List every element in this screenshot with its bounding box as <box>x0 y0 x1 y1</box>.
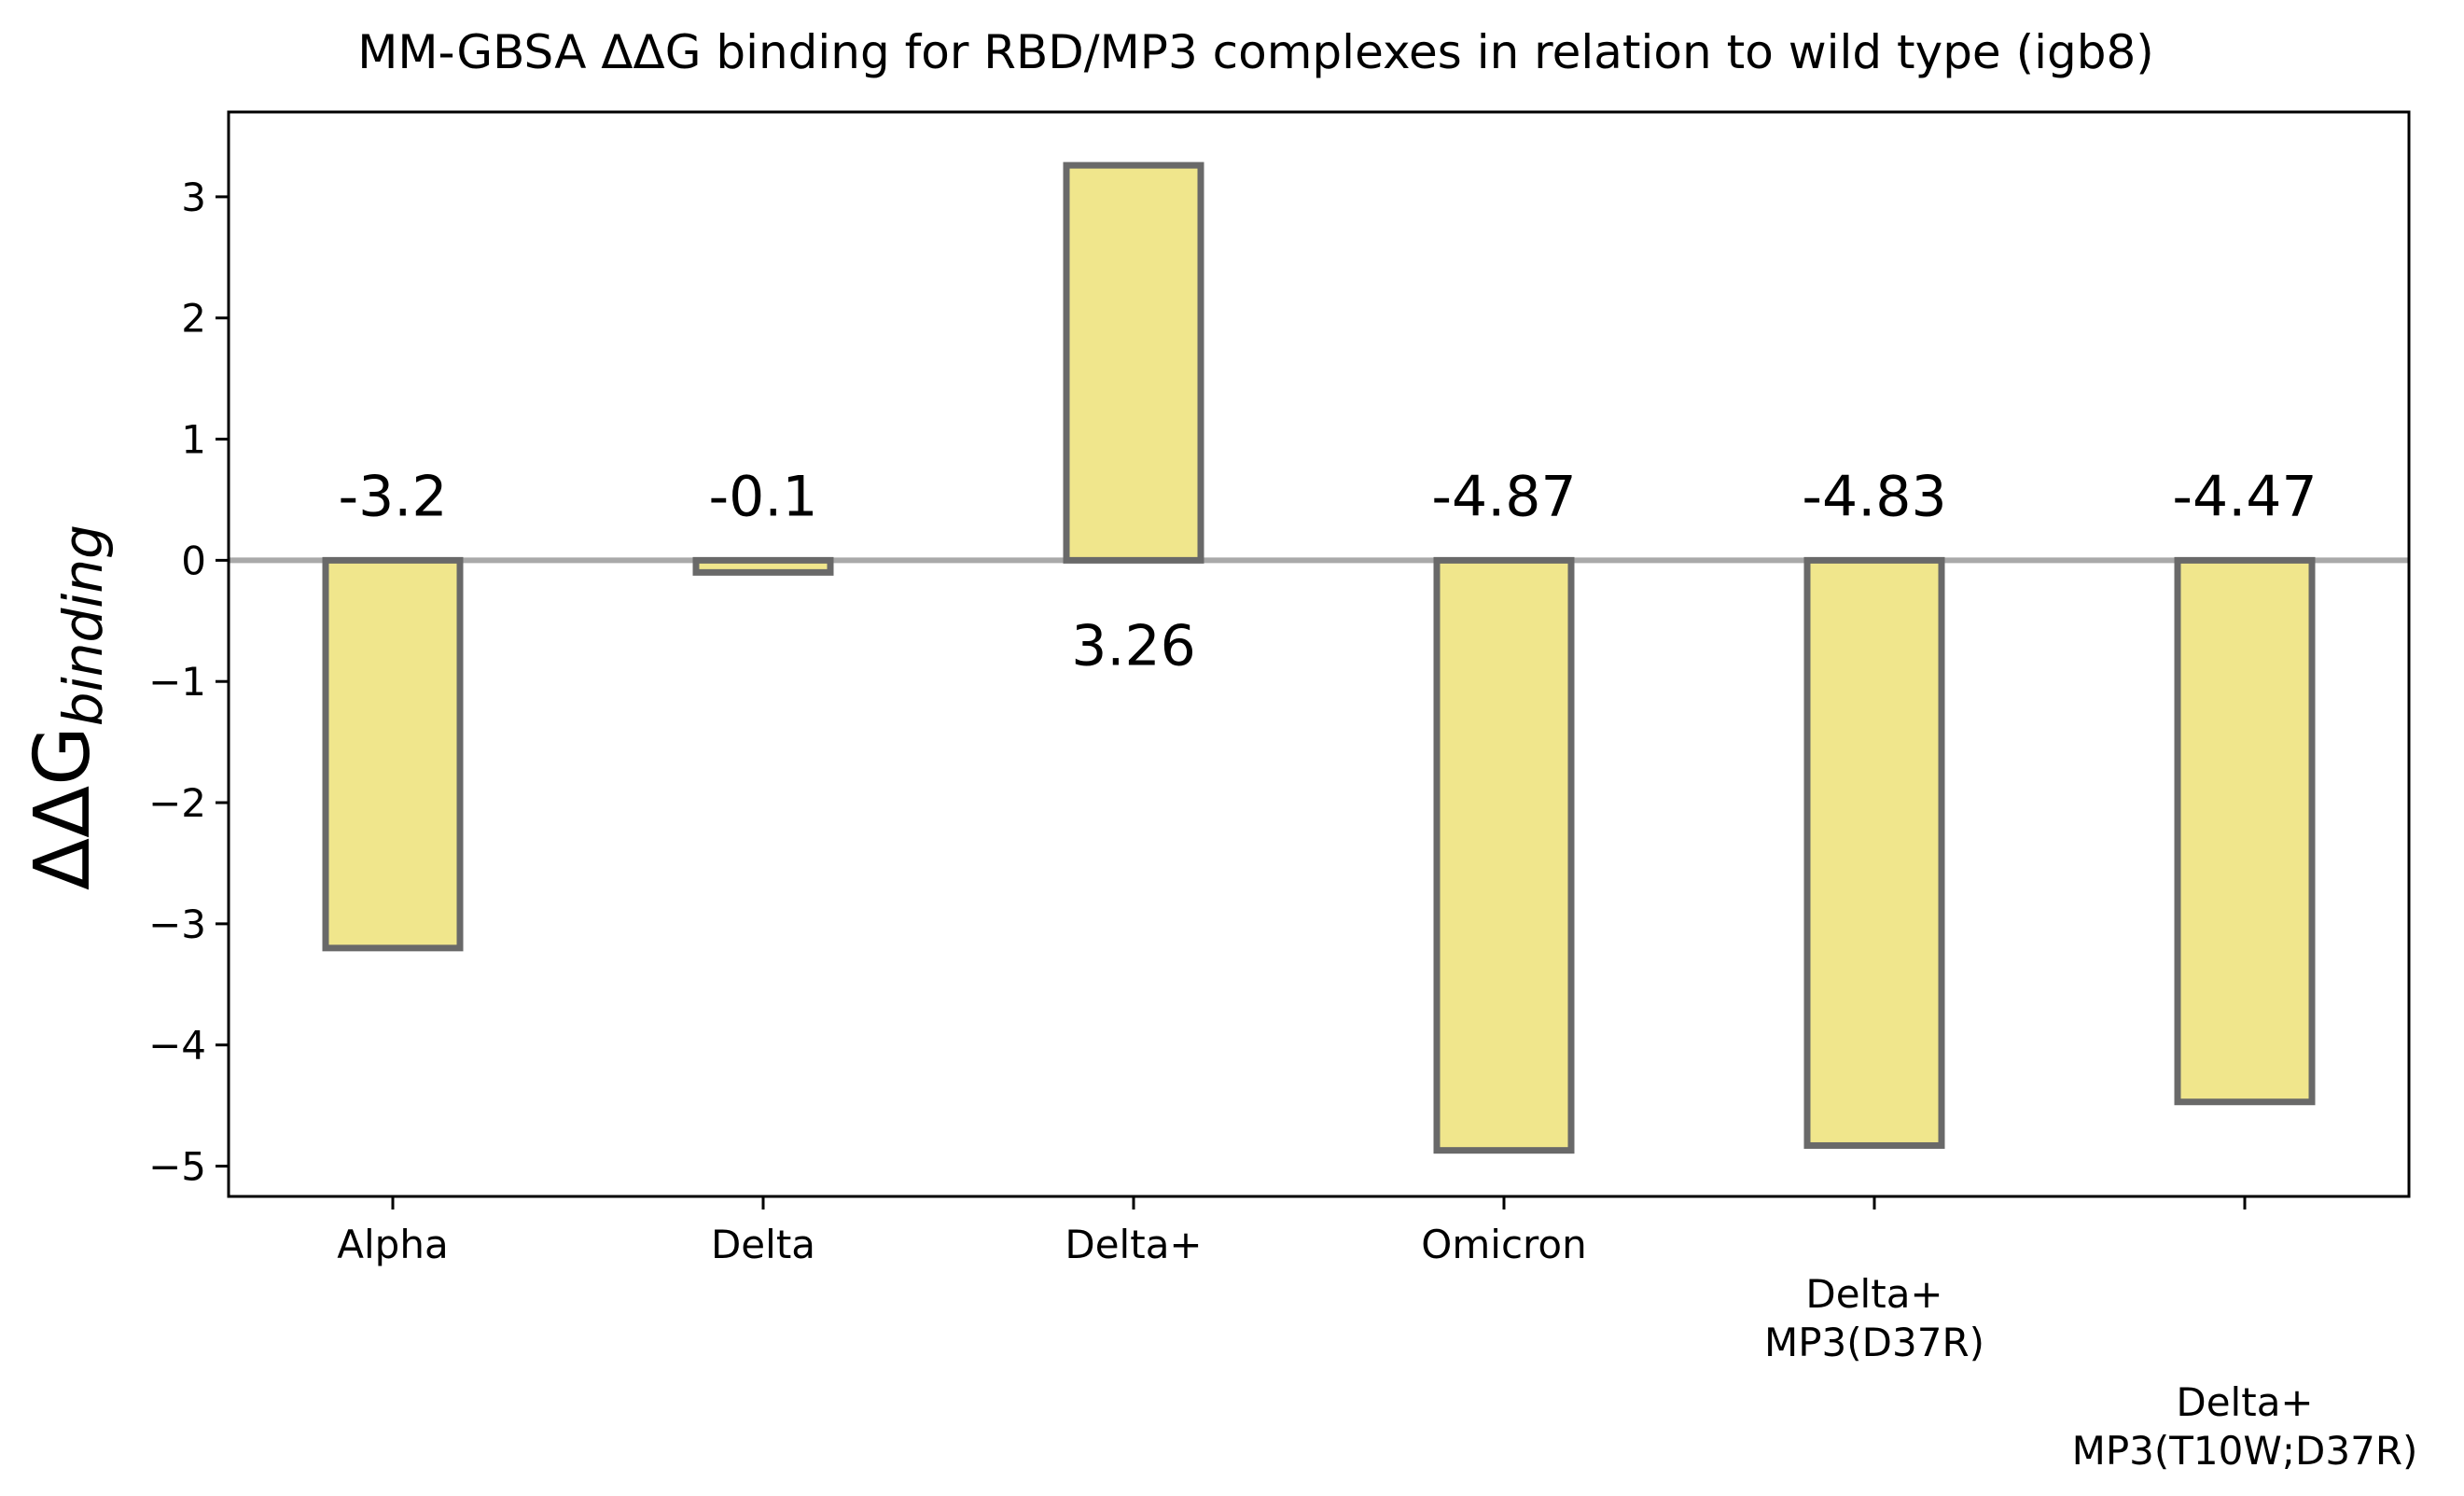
x-tick-label-5: Delta+ MP3(D37R) <box>1764 1271 1984 1365</box>
x-tick-label-line: MP3(D37R) <box>1764 1320 1984 1365</box>
bar-5 <box>1803 556 1945 1149</box>
bar-1 <box>322 556 464 952</box>
plot-area: -3.2 -0.1 3.26 -4.87 -4.83 -4.47 −5 −4 −3 −2 −1 0 1 2… <box>148 110 2418 1474</box>
svg-text:ΔΔGbinding: ΔΔGbinding <box>19 524 115 890</box>
bar-value-label-2: -0.1 <box>708 464 817 529</box>
bar-value-label-5: -4.83 <box>1802 464 1946 529</box>
bar-value-label-3: 3.26 <box>1071 613 1196 678</box>
x-tick-label-4: Omicron <box>1421 1222 1586 1267</box>
x-tick-label-line: Delta+ <box>1065 1222 1202 1267</box>
bar-value-label-1: -3.2 <box>338 464 447 529</box>
y-tick-label-5: 0 <box>181 538 206 583</box>
bar-6 <box>2174 556 2316 1106</box>
x-tick-label-line: Omicron <box>1421 1222 1586 1267</box>
x-tick-label-line: Delta <box>711 1222 815 1267</box>
y-axis-label-subscript: binding <box>51 524 115 726</box>
y-tick-label-6: 1 <box>181 417 206 463</box>
y-tick-label-4: −1 <box>148 659 206 705</box>
x-tick-label-line: Alpha <box>337 1222 448 1267</box>
x-tick-label-6: Delta+ MP3(T10W;D37R) <box>2072 1379 2418 1474</box>
bar-value-label-4: -4.87 <box>1431 464 1576 529</box>
y-axis-label: ΔΔGbinding <box>19 524 115 890</box>
y-tick-label-2: −3 <box>148 902 206 947</box>
bar-4 <box>1433 556 1575 1154</box>
bar-2 <box>692 556 834 576</box>
y-axis-label-main: ΔΔG <box>19 726 107 890</box>
x-tick-label-line: MP3(T10W;D37R) <box>2072 1428 2418 1474</box>
y-tick-label-1: −4 <box>148 1023 206 1069</box>
x-tick-label-line: Delta+ <box>1805 1271 1942 1317</box>
y-tick-label-7: 2 <box>181 296 206 342</box>
bar-3 <box>1063 161 1204 564</box>
chart-title: MM-GBSA ΔΔG binding for RBD/MP3 complexe… <box>357 25 2154 79</box>
x-tick-label-3: Delta+ <box>1065 1222 1202 1267</box>
x-tick-label-1: Alpha <box>337 1222 448 1267</box>
y-tick-label-8: 3 <box>181 175 206 220</box>
x-tick-label-line: Delta+ <box>2176 1379 2313 1425</box>
x-tick-label-2: Delta <box>711 1222 815 1267</box>
y-tick-label-0: −5 <box>148 1144 206 1190</box>
bar-value-label-6: -4.47 <box>2172 464 2317 529</box>
axes-frame <box>227 110 2411 1198</box>
y-tick-label-3: −2 <box>148 780 206 826</box>
